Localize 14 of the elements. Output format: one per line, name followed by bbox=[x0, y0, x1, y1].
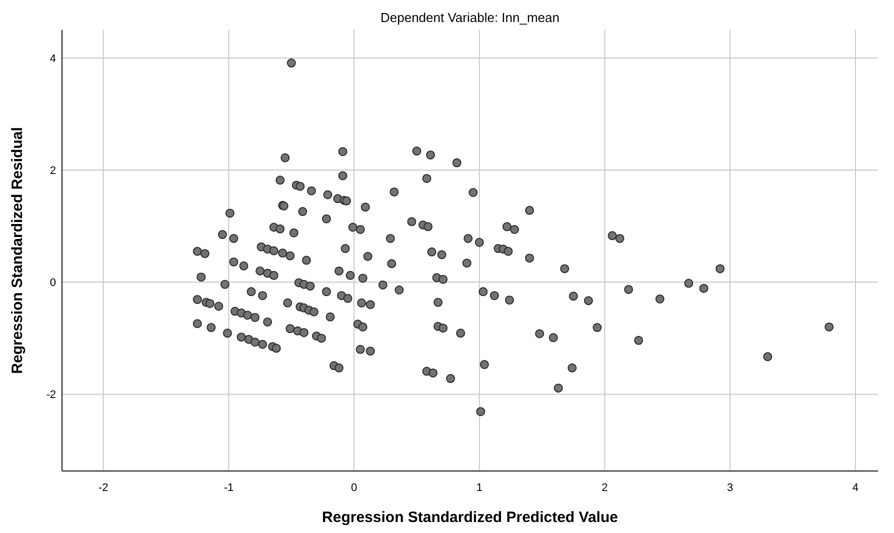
x-tick-label: -1 bbox=[224, 482, 234, 494]
x-axis-title: Regression Standardized Predicted Value bbox=[322, 509, 618, 526]
y-tick-label: 2 bbox=[50, 165, 56, 178]
chart-title: Dependent Variable: Inn_mean bbox=[380, 10, 560, 25]
y-axis-title: Regression Standardized Residual bbox=[9, 127, 26, 374]
y-tick-label: 4 bbox=[50, 53, 56, 66]
x-tick-label: 3 bbox=[727, 482, 734, 494]
x-tick-label: 1 bbox=[476, 482, 482, 494]
x-tick-label: 0 bbox=[350, 482, 358, 494]
x-tick-label: 4 bbox=[852, 482, 858, 494]
y-tick-label: -2 bbox=[46, 389, 56, 402]
y-tick-label: 0 bbox=[50, 277, 56, 290]
x-tick-label: -2 bbox=[98, 482, 108, 494]
x-tick-label: 2 bbox=[602, 482, 608, 494]
